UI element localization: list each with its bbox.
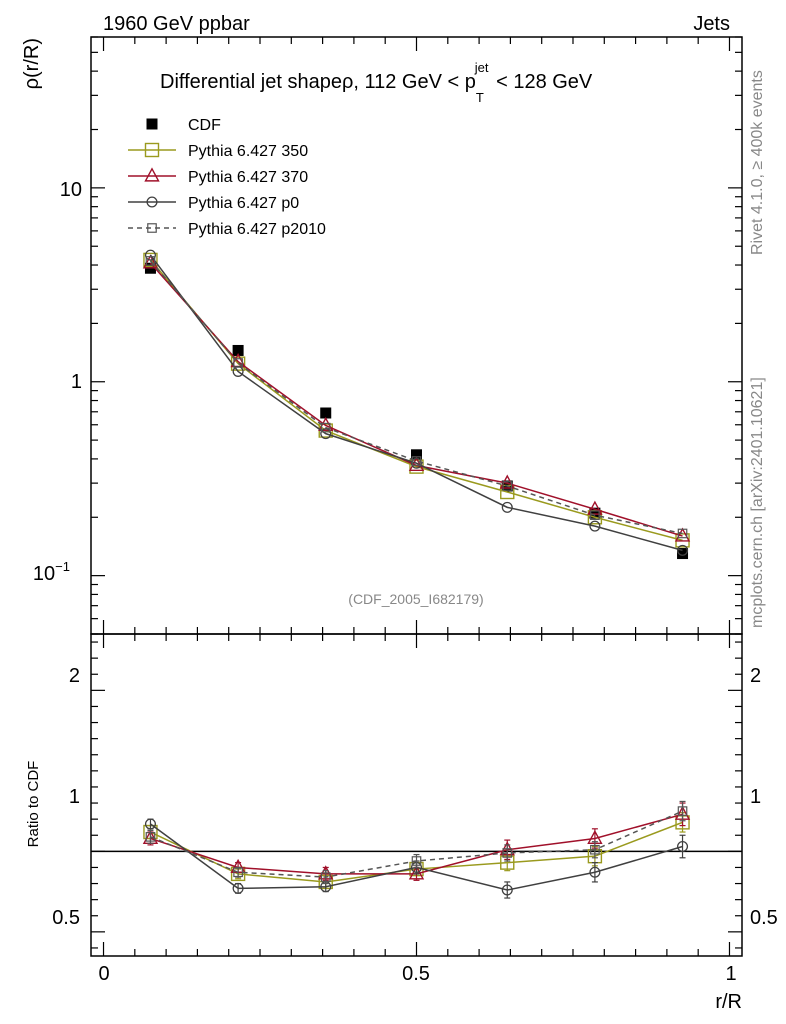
legend-label-p0: Pythia 6.427 p0 xyxy=(188,195,299,212)
ratio-y-axis-label: Ratio to CDF xyxy=(25,761,42,848)
main-series-layer xyxy=(142,249,691,560)
header-right-label: Jets xyxy=(693,13,730,35)
legend-marker-cdf xyxy=(146,118,158,130)
ratio-plot-frame xyxy=(90,633,743,957)
main-line-pythia-6-427-350 xyxy=(149,259,683,542)
x-axis-label: r/R xyxy=(715,991,742,1013)
main-point-pythia-6-427-p0 xyxy=(410,457,423,469)
legend-label-cdf: CDF xyxy=(188,117,221,134)
legend: CDF Pythia 6.427 350 Pythia 6.427 370 Py… xyxy=(128,117,326,238)
chart-title-sup: jet xyxy=(474,60,489,75)
legend-marker-pythia-6-427-p0 xyxy=(146,196,158,208)
analysis-watermark: (CDF_2005_I682179) xyxy=(348,591,483,607)
main-line-pythia-6-427-370 xyxy=(149,262,683,537)
legend-swatches xyxy=(128,118,176,233)
ratio-ytick-left-1: 1 xyxy=(69,786,80,808)
legend-marker-pythia-6-427-370 xyxy=(144,167,160,182)
ratio-series-layer xyxy=(142,800,691,899)
ratio-point-pythia-6-427-p2010 xyxy=(233,867,243,878)
ytick-label-0.1: 10−1 xyxy=(33,559,70,585)
main-point-pythia-6-427-370 xyxy=(674,527,691,542)
legend-marker-pythia-6-427-350 xyxy=(144,142,160,158)
ytick-label-1: 1 xyxy=(71,371,82,393)
legend-marker-pythia-6-427-p2010 xyxy=(147,223,157,233)
legend-label-350: Pythia 6.427 350 xyxy=(188,143,308,160)
ratio-point-pythia-6-427-p2010 xyxy=(411,856,422,866)
chart-title: Differential jet shapeρ, 112 GeV < pTjet… xyxy=(160,60,593,105)
main-point-pythia-6-427-p2010 xyxy=(590,510,600,521)
main-point-pythia-6-427-p0 xyxy=(144,249,156,261)
main-point-pythia-6-427-p0 xyxy=(677,544,689,556)
ratio-point-pythia-6-427-p2010 xyxy=(320,872,331,882)
main-point-pythia-6-427-370 xyxy=(587,500,603,515)
ratio-point-pythia-6-427-p2010 xyxy=(145,832,156,842)
main-point-pythia-6-427-p0 xyxy=(232,365,244,377)
chart-title-suffix: < 128 GeV xyxy=(491,71,593,93)
ratio-ytick-right-0.5: 0.5 xyxy=(750,907,778,929)
ratio-ytick-right-1: 1 xyxy=(750,786,761,808)
ratio-point-pythia-6-427-p2010 xyxy=(590,844,600,855)
ratio-point-pythia-6-427-p0 xyxy=(589,866,601,878)
ratio-ytick-right-2: 2 xyxy=(750,665,761,687)
mcplots-label: mcplots.cern.ch [arXiv:2401.10621] xyxy=(749,377,766,628)
main-point-cdf xyxy=(677,548,689,560)
ratio-point-pythia-6-427-p2010 xyxy=(677,806,688,816)
main-point-pythia-6-427-p2010 xyxy=(502,481,513,491)
legend-label-370: Pythia 6.427 370 xyxy=(188,169,308,186)
ratio-ytick-left-2: 2 xyxy=(69,665,80,687)
chart-title-sub: T xyxy=(476,90,484,105)
main-point-pythia-6-427-p2010 xyxy=(320,422,331,433)
main-line-pythia-6-427-p2010 xyxy=(149,260,683,535)
xtick-label-1: 1 xyxy=(725,963,736,985)
ratio-point-pythia-6-427-p2010 xyxy=(502,848,513,858)
main-point-pythia-6-427-p2010 xyxy=(411,456,422,466)
main-point-pythia-6-427-p2010 xyxy=(677,528,688,539)
main-point-cdf xyxy=(232,344,244,356)
ytick-label-0.1-exp: −1 xyxy=(55,559,70,574)
ytick-label-0.1-base: 10 xyxy=(33,563,55,585)
ratio-point-pythia-6-427-p0 xyxy=(144,818,156,830)
axis-ticks xyxy=(91,36,742,956)
legend-label-p2010: Pythia 6.427 p2010 xyxy=(188,221,326,238)
main-line-pythia-6-427-p0 xyxy=(149,254,683,552)
main-point-pythia-6-427-p2010 xyxy=(233,358,243,368)
ratio-ytick-left-0.5: 0.5 xyxy=(52,907,80,929)
main-y-axis-label: ρ(r/R) xyxy=(21,38,43,89)
ratio-point-pythia-6-427-p0 xyxy=(232,882,244,894)
main-point-cdf xyxy=(320,407,332,419)
ytick-label-10: 10 xyxy=(60,179,82,201)
header-left-label: 1960 GeV ppbar xyxy=(103,13,250,35)
main-point-pythia-6-427-p0 xyxy=(501,501,513,513)
main-point-pythia-6-427-p2010 xyxy=(145,256,156,266)
rivet-version-label: Rivet 4.1.0, ≥ 400k events xyxy=(749,70,766,255)
main-point-pythia-6-427-p0 xyxy=(320,428,332,440)
main-point-pythia-6-427-p0 xyxy=(589,520,601,532)
ratio-point-pythia-6-427-370 xyxy=(408,865,425,880)
main-point-cdf xyxy=(411,449,422,461)
main-point-pythia-6-427-370 xyxy=(142,254,159,269)
xtick-label-0: 0 xyxy=(98,963,109,985)
ratio-point-pythia-6-427-p0 xyxy=(501,884,513,896)
xtick-label-0.5: 0.5 xyxy=(402,963,430,985)
ratio-point-pythia-6-427-p0 xyxy=(677,840,689,853)
main-point-cdf xyxy=(589,507,601,519)
main-point-pythia-6-427-350 xyxy=(143,252,158,268)
chart-title-prefix: Differential jet shapeρ, 112 GeV < p xyxy=(160,71,476,93)
